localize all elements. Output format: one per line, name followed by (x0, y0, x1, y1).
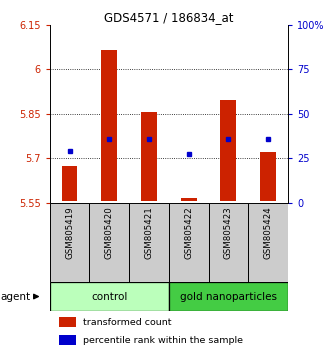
Text: percentile rank within the sample: percentile rank within the sample (83, 336, 243, 345)
Bar (209, 202, 248, 282)
Bar (248, 202, 288, 282)
Text: GSM805419: GSM805419 (65, 207, 74, 259)
Bar (169, 202, 209, 282)
Text: transformed count: transformed count (83, 318, 171, 327)
Bar (220, 101, 236, 201)
Text: gold nanoparticles: gold nanoparticles (180, 292, 277, 302)
Text: control: control (91, 292, 127, 302)
Bar (169, 282, 288, 312)
Bar (89, 202, 129, 282)
Text: agent: agent (0, 292, 30, 302)
Bar (101, 50, 117, 201)
Bar (50, 282, 169, 312)
Text: GSM805424: GSM805424 (263, 207, 273, 259)
Bar (50, 202, 89, 282)
Bar (181, 198, 197, 201)
Text: GSM805420: GSM805420 (105, 207, 114, 259)
Bar (260, 152, 276, 201)
Bar (129, 202, 169, 282)
Bar (62, 166, 77, 201)
Bar (141, 112, 157, 201)
Text: GSM805422: GSM805422 (184, 207, 193, 259)
Bar (59, 335, 76, 345)
Bar (59, 318, 76, 327)
Text: GSM805423: GSM805423 (224, 207, 233, 259)
Text: GSM805421: GSM805421 (144, 207, 154, 259)
Title: GDS4571 / 186834_at: GDS4571 / 186834_at (104, 11, 234, 24)
